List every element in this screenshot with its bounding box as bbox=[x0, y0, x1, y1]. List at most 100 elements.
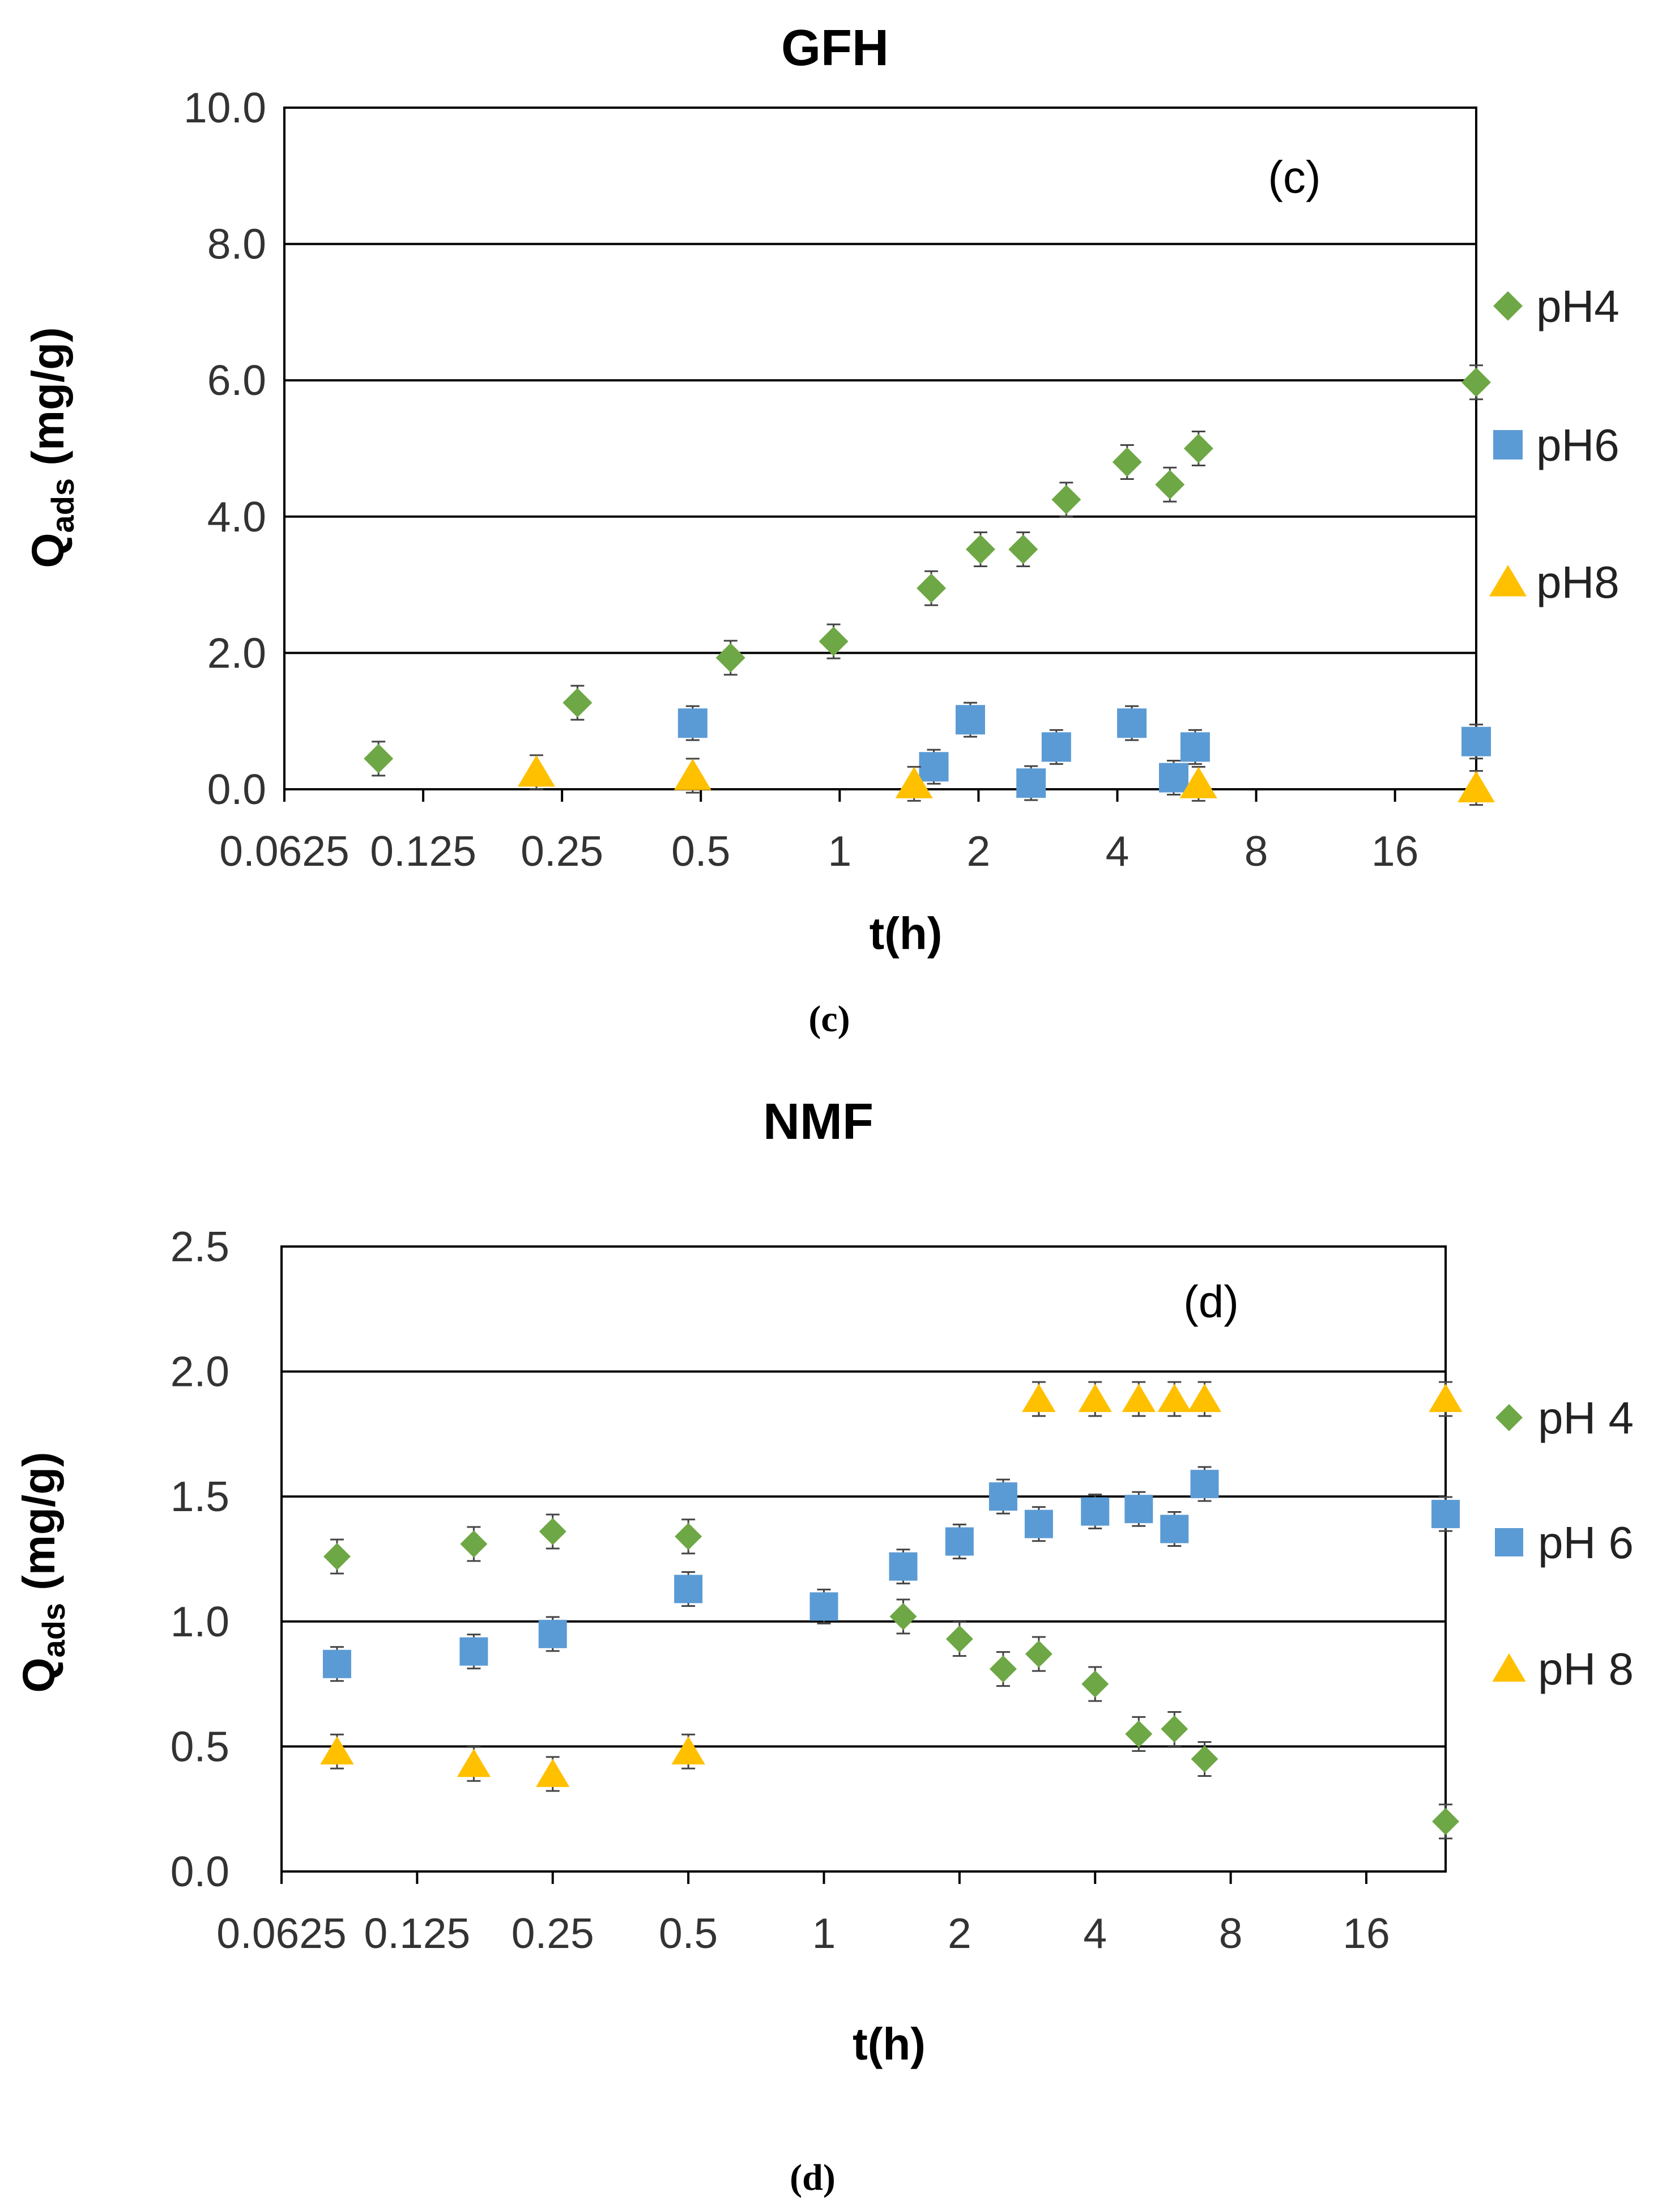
data-point bbox=[538, 1619, 567, 1648]
data-point bbox=[1191, 1745, 1218, 1773]
x-tick-label: 4 bbox=[1106, 827, 1130, 875]
y-axis-title-main: Q bbox=[14, 1657, 64, 1692]
data-point bbox=[1160, 1515, 1189, 1543]
chart-gfh: GFH 0.0 2.0 4.0 6.0 8.0 10.0 0.0625 0.125 0.25 0.5… bbox=[23, 20, 1620, 1040]
data-point bbox=[1122, 1384, 1156, 1413]
plot-area-border bbox=[280, 1245, 1447, 1873]
data-point bbox=[1016, 768, 1046, 798]
y-axis-title-main: Q bbox=[23, 533, 73, 568]
x-tick-label: 0.25 bbox=[512, 1909, 594, 1957]
data-point bbox=[1124, 1495, 1153, 1524]
x-tick-label: 2 bbox=[948, 1909, 971, 1957]
data-point bbox=[1112, 447, 1142, 477]
y-tick-label: 8.0 bbox=[207, 220, 266, 268]
series-ph4 bbox=[323, 1513, 1459, 1840]
y-axis-title-units: (mg/g) bbox=[23, 327, 73, 478]
y-tick-label: 6.0 bbox=[207, 356, 266, 404]
data-point bbox=[1190, 1470, 1219, 1499]
panel-caption: (d) bbox=[790, 2157, 836, 2198]
data-point bbox=[320, 1736, 354, 1765]
x-tick-label: 1 bbox=[828, 827, 851, 875]
y-tick-label: 0.0 bbox=[207, 765, 266, 813]
y-tick-label: 2.5 bbox=[171, 1223, 229, 1270]
legend-marker bbox=[1493, 430, 1523, 460]
y-tick-label: 4.0 bbox=[207, 493, 266, 541]
legend-label: pH 4 bbox=[1538, 1393, 1634, 1443]
legend-marker bbox=[1495, 1404, 1523, 1431]
y-tick-label: 10.0 bbox=[184, 84, 266, 131]
y-tick-label: 0.5 bbox=[171, 1722, 229, 1770]
data-point bbox=[1432, 1807, 1459, 1835]
data-point bbox=[674, 1575, 703, 1603]
data-point bbox=[1180, 732, 1210, 762]
plot-area-border bbox=[283, 107, 1477, 790]
data-point bbox=[1179, 767, 1217, 798]
x-tick-label: 16 bbox=[1371, 827, 1418, 875]
data-point bbox=[1025, 1640, 1052, 1668]
y-tick-label: 2.0 bbox=[171, 1348, 229, 1396]
data-point bbox=[1041, 732, 1071, 762]
y-axis-title: Qads (mg/g) bbox=[14, 1452, 71, 1692]
data-point bbox=[323, 1543, 351, 1571]
chart-nmf: NMF 0.0 0.5 1.0 1.5 2.0 2.5 0.0625 0.125 0.25 0.5 1… bbox=[14, 1094, 1634, 2198]
x-tick-label: 8 bbox=[1245, 827, 1268, 875]
x-axis-title: t(h) bbox=[853, 2019, 926, 2069]
data-point bbox=[1008, 534, 1038, 564]
x-tick-label: 0.125 bbox=[370, 827, 476, 875]
data-point bbox=[364, 743, 394, 773]
data-point bbox=[460, 1530, 488, 1558]
chart-title: GFH bbox=[781, 20, 889, 76]
data-point bbox=[675, 1522, 702, 1550]
panel-caption: (c) bbox=[808, 998, 850, 1040]
data-point bbox=[1078, 1384, 1112, 1413]
data-point bbox=[965, 534, 995, 564]
y-tick-label: 1.0 bbox=[171, 1598, 229, 1645]
series-ph8 bbox=[517, 754, 1495, 806]
data-point bbox=[889, 1552, 918, 1581]
data-point bbox=[517, 755, 555, 787]
y-tick-label: 1.5 bbox=[171, 1473, 229, 1520]
data-point bbox=[819, 626, 849, 656]
x-tick-label: 0.5 bbox=[671, 827, 730, 875]
data-point bbox=[919, 752, 949, 782]
x-tick-label: 0.125 bbox=[364, 1909, 471, 1957]
data-point bbox=[1458, 771, 1495, 803]
series-ph6 bbox=[677, 701, 1491, 801]
x-tick-label: 0.0625 bbox=[219, 827, 349, 875]
data-point bbox=[1461, 726, 1491, 756]
data-point bbox=[1161, 1715, 1188, 1743]
data-point bbox=[988, 1482, 1017, 1511]
data-point bbox=[945, 1527, 974, 1556]
data-point bbox=[715, 643, 745, 673]
data-point bbox=[895, 767, 933, 798]
data-point bbox=[809, 1592, 838, 1621]
y-axis-title-subscript: ads bbox=[36, 1603, 71, 1658]
data-point bbox=[1158, 763, 1188, 793]
data-point bbox=[1024, 1509, 1053, 1538]
data-point bbox=[1155, 470, 1185, 500]
legend-label: pH8 bbox=[1536, 557, 1620, 607]
series-ph4 bbox=[364, 364, 1491, 777]
x-tick-label: 0.5 bbox=[659, 1909, 718, 1957]
y-axis-title: Qads (mg/g) bbox=[23, 327, 80, 568]
data-point bbox=[1157, 1384, 1191, 1413]
data-point bbox=[1051, 484, 1081, 514]
legend-marker bbox=[1495, 1528, 1523, 1556]
legend-label: pH6 bbox=[1536, 420, 1620, 470]
data-point bbox=[989, 1655, 1017, 1683]
panel-annotation: (d) bbox=[1183, 1277, 1239, 1327]
data-point bbox=[674, 758, 711, 790]
data-point bbox=[539, 1517, 566, 1545]
legend-label: pH 6 bbox=[1538, 1517, 1634, 1568]
data-point bbox=[459, 1637, 488, 1666]
y-tick-label: 2.0 bbox=[207, 629, 266, 677]
x-tick-label: 4 bbox=[1083, 1909, 1107, 1957]
y-axis-title-subscript: ads bbox=[45, 478, 80, 533]
data-point bbox=[457, 1749, 491, 1777]
data-point bbox=[562, 688, 593, 718]
y-axis-title-units: (mg/g) bbox=[14, 1452, 64, 1603]
legend-marker bbox=[1492, 1653, 1526, 1682]
legend-label: pH 8 bbox=[1538, 1644, 1634, 1694]
x-axis-title: t(h) bbox=[870, 908, 943, 959]
